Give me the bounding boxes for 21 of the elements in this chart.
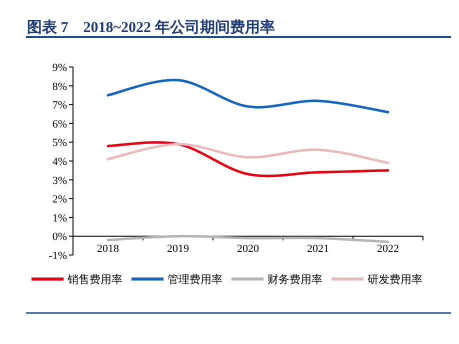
- y-tick-label: 9%: [52, 62, 67, 74]
- y-tick-label: 8%: [52, 80, 67, 93]
- chart-title: 图表 7 2018~2022 年公司期间费用率: [27, 18, 275, 36]
- y-tick-label: 7%: [52, 100, 67, 112]
- x-tick-label: 2022: [377, 243, 399, 256]
- x-tick-label: 2018: [97, 243, 120, 256]
- legend-label: 研发费用率: [368, 273, 422, 286]
- y-tick-label: 3%: [52, 174, 67, 187]
- x-tick-label: 2019: [167, 243, 190, 256]
- x-tick-label: 2021: [307, 243, 329, 256]
- legend-label: 销售费用率: [66, 273, 122, 286]
- y-tick-label: 0%: [52, 231, 67, 244]
- y-tick-label: 6%: [52, 118, 67, 130]
- legend-label: 财务费用率: [268, 273, 322, 286]
- y-tick-label: -1%: [48, 250, 67, 262]
- y-tick-label: 4%: [52, 156, 67, 168]
- y-tick-label: 5%: [52, 137, 67, 150]
- x-tick-label: 2020: [237, 243, 260, 256]
- y-tick-label: 2%: [52, 194, 67, 206]
- legend-label: 管理费用率: [168, 273, 222, 286]
- y-tick-label: 1%: [52, 212, 67, 224]
